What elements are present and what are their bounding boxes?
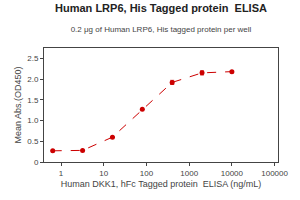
svg-text:2.5: 2.5 [27,54,39,63]
svg-text:1.5: 1.5 [27,96,39,105]
svg-text:0.2 μg of Human LRP6, His tagg: 0.2 μg of Human LRP6, His tagged protein… [71,25,252,34]
svg-text:Human LRP6, His Tagged protein: Human LRP6, His Tagged protein ELISA [55,2,267,14]
svg-text:10000: 10000 [221,169,244,178]
svg-text:0.5: 0.5 [27,137,39,146]
svg-text:100000: 100000 [261,169,288,178]
svg-text:1.0: 1.0 [27,116,39,125]
svg-text:1: 1 [59,169,64,178]
svg-text:0: 0 [34,158,39,167]
svg-text:100: 100 [140,169,154,178]
svg-text:2.0: 2.0 [27,75,39,84]
svg-text:1000: 1000 [180,169,198,178]
svg-text:10: 10 [99,169,108,178]
svg-text:Mean Abs.(OD450): Mean Abs.(OD450) [13,66,23,143]
svg-text:Human DKK1, hFc Tagged protein: Human DKK1, hFc Tagged protein ELISA (ng… [61,179,261,189]
